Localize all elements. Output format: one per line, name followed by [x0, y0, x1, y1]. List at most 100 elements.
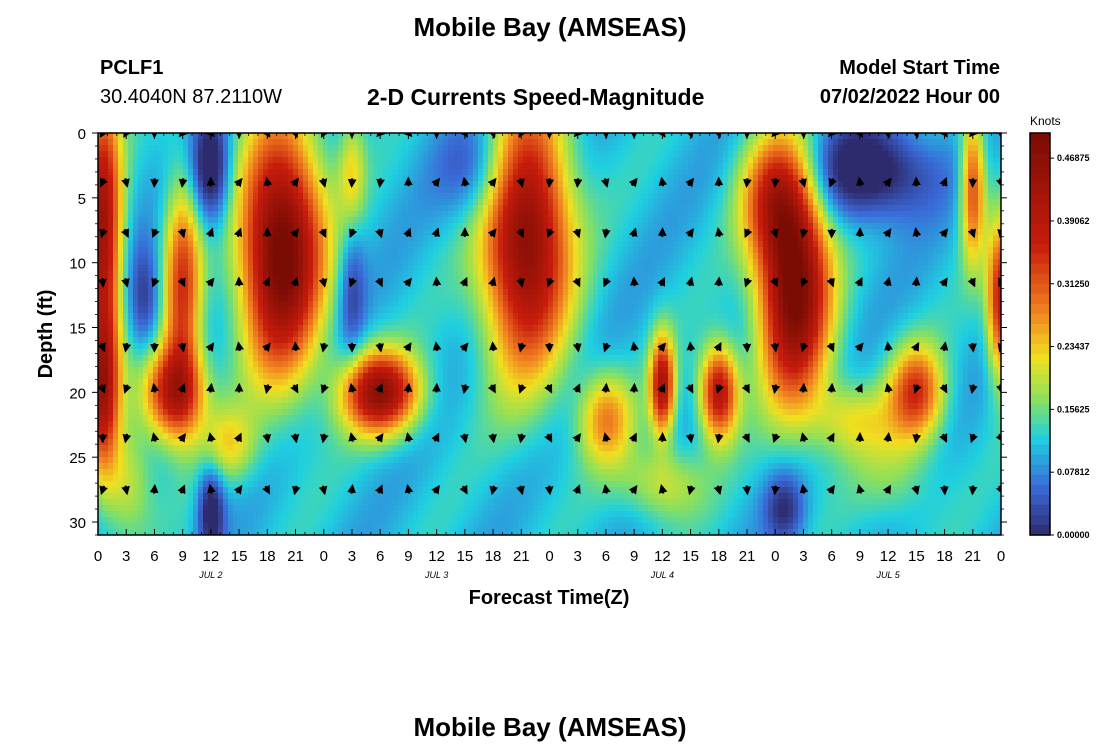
current-vector-arrow: [291, 341, 301, 352]
current-vector-arrow: [178, 178, 188, 188]
y-tick-label: 20: [69, 385, 86, 402]
current-vector-arrow: [320, 384, 329, 394]
current-vector-arrow: [459, 433, 469, 444]
current-vector-arrow: [348, 277, 358, 288]
current-vector-arrow: [911, 133, 920, 139]
current-vector-arrow: [376, 178, 385, 188]
current-vector-arrow: [459, 342, 469, 353]
y-axis-label: Depth (ft): [35, 290, 57, 379]
x-tick-label: 3: [348, 548, 356, 565]
current-vector-arrow: [544, 485, 554, 496]
current-vector-arrow: [743, 178, 752, 188]
colorbar-tick-label: 0.46875: [1057, 153, 1090, 163]
current-vector-arrow: [150, 432, 160, 442]
current-vector-arrow: [122, 342, 132, 353]
current-vector-arrow: [233, 177, 243, 188]
current-vector-arrow: [98, 278, 107, 288]
current-vector-arrow: [205, 342, 215, 352]
current-vector-arrow: [602, 483, 611, 494]
current-vector-arrow: [546, 277, 555, 288]
x-tick-label: 12: [428, 548, 445, 565]
current-vector-arrow: [769, 277, 779, 288]
x-tick-label: 12: [203, 548, 220, 565]
current-vector-arrow: [177, 277, 186, 288]
current-vector-arrow: [431, 432, 440, 443]
chart-title: Mobile Bay (AMSEAS): [413, 12, 687, 42]
current-vector-arrow: [318, 228, 327, 239]
x-tick-label: 6: [376, 548, 384, 565]
current-vector-arrow: [318, 485, 328, 496]
x-axis-label: Forecast Time(Z): [469, 587, 630, 609]
current-vector-arrow: [375, 228, 384, 239]
current-vector-arrow: [99, 485, 108, 496]
current-vector-arrow: [121, 277, 130, 288]
current-vector-arrow: [826, 277, 835, 288]
x-tick-label: 12: [654, 548, 671, 565]
current-vector-arrow: [150, 382, 160, 393]
current-vector-arrow: [939, 228, 949, 238]
x-tick-label: 0: [771, 548, 779, 565]
current-vector-arrow: [178, 133, 188, 138]
current-vector-arrow: [177, 228, 187, 239]
current-vector-arrow: [261, 484, 271, 495]
current-vector-arrow: [290, 433, 300, 444]
current-vector-arrow: [743, 277, 753, 288]
x-tick-label: 6: [150, 548, 158, 565]
colorbar-tick-label: 0.07812: [1057, 467, 1090, 477]
day-label: JUL 3: [424, 570, 448, 580]
current-vector-arrow: [206, 382, 215, 393]
current-vector-arrow: [404, 483, 414, 494]
current-vector-arrow: [799, 432, 809, 442]
chart-subtitle: 2-D Currents Speed-Magnitude: [367, 84, 705, 110]
current-vector-arrow: [573, 133, 584, 138]
current-vector-arrow: [826, 432, 835, 443]
current-vector-arrow: [968, 485, 978, 496]
current-vector-arrow: [459, 133, 468, 138]
current-vector-arrow: [98, 383, 106, 394]
current-vector-arrow: [572, 383, 581, 394]
current-vector-arrow: [290, 177, 299, 188]
current-vector-arrow: [995, 485, 1001, 495]
current-vector-arrow: [177, 342, 187, 353]
x-tick-label: 9: [178, 548, 186, 565]
current-vector-arrow: [883, 432, 893, 442]
x-tick-label: 6: [828, 548, 836, 565]
y-tick-label: 0: [78, 126, 86, 143]
current-vector-arrow: [487, 177, 497, 188]
current-vector-arrow: [431, 484, 440, 495]
current-vector-arrow: [177, 484, 186, 495]
y-tick-label: 5: [78, 191, 86, 208]
current-vector-arrow: [262, 276, 271, 287]
current-vector-arrow: [431, 177, 441, 188]
x-tick-label: 15: [682, 548, 699, 565]
current-vector-arrow: [685, 383, 694, 394]
current-vector-arrow: [800, 342, 809, 353]
colorbar-tick-label: 0.00000: [1057, 530, 1090, 540]
current-vector-arrow: [912, 433, 922, 444]
current-vector-arrow: [826, 342, 835, 353]
current-vector-arrow: [601, 382, 611, 393]
current-vector-arrow: [628, 484, 638, 495]
current-vector-arrow: [911, 341, 920, 352]
current-vector-arrow: [713, 133, 723, 139]
current-vector-arrow: [320, 133, 330, 139]
current-vector-arrow: [741, 433, 750, 443]
current-vector-arrow: [657, 276, 666, 287]
current-vector-arrow: [715, 384, 724, 394]
colorbar-tick-label: 0.23437: [1057, 342, 1090, 352]
current-vector-arrow: [882, 484, 892, 495]
current-vector-arrow: [374, 277, 383, 288]
x-tick-label: 21: [739, 548, 756, 565]
current-vector-arrow: [205, 133, 215, 138]
current-vector-arrow: [856, 176, 865, 187]
current-vector-arrow: [770, 228, 779, 239]
current-vector-arrow: [600, 178, 610, 188]
current-vector-arrow: [854, 133, 864, 138]
current-vector-arrow: [883, 276, 892, 287]
current-vector-arrow: [121, 178, 130, 188]
current-vector-arrow: [459, 276, 468, 287]
current-vector-arrow: [99, 228, 108, 239]
x-tick-label: 9: [630, 548, 638, 565]
y-tick-label: 15: [69, 321, 86, 338]
current-vector-arrow: [235, 341, 244, 352]
